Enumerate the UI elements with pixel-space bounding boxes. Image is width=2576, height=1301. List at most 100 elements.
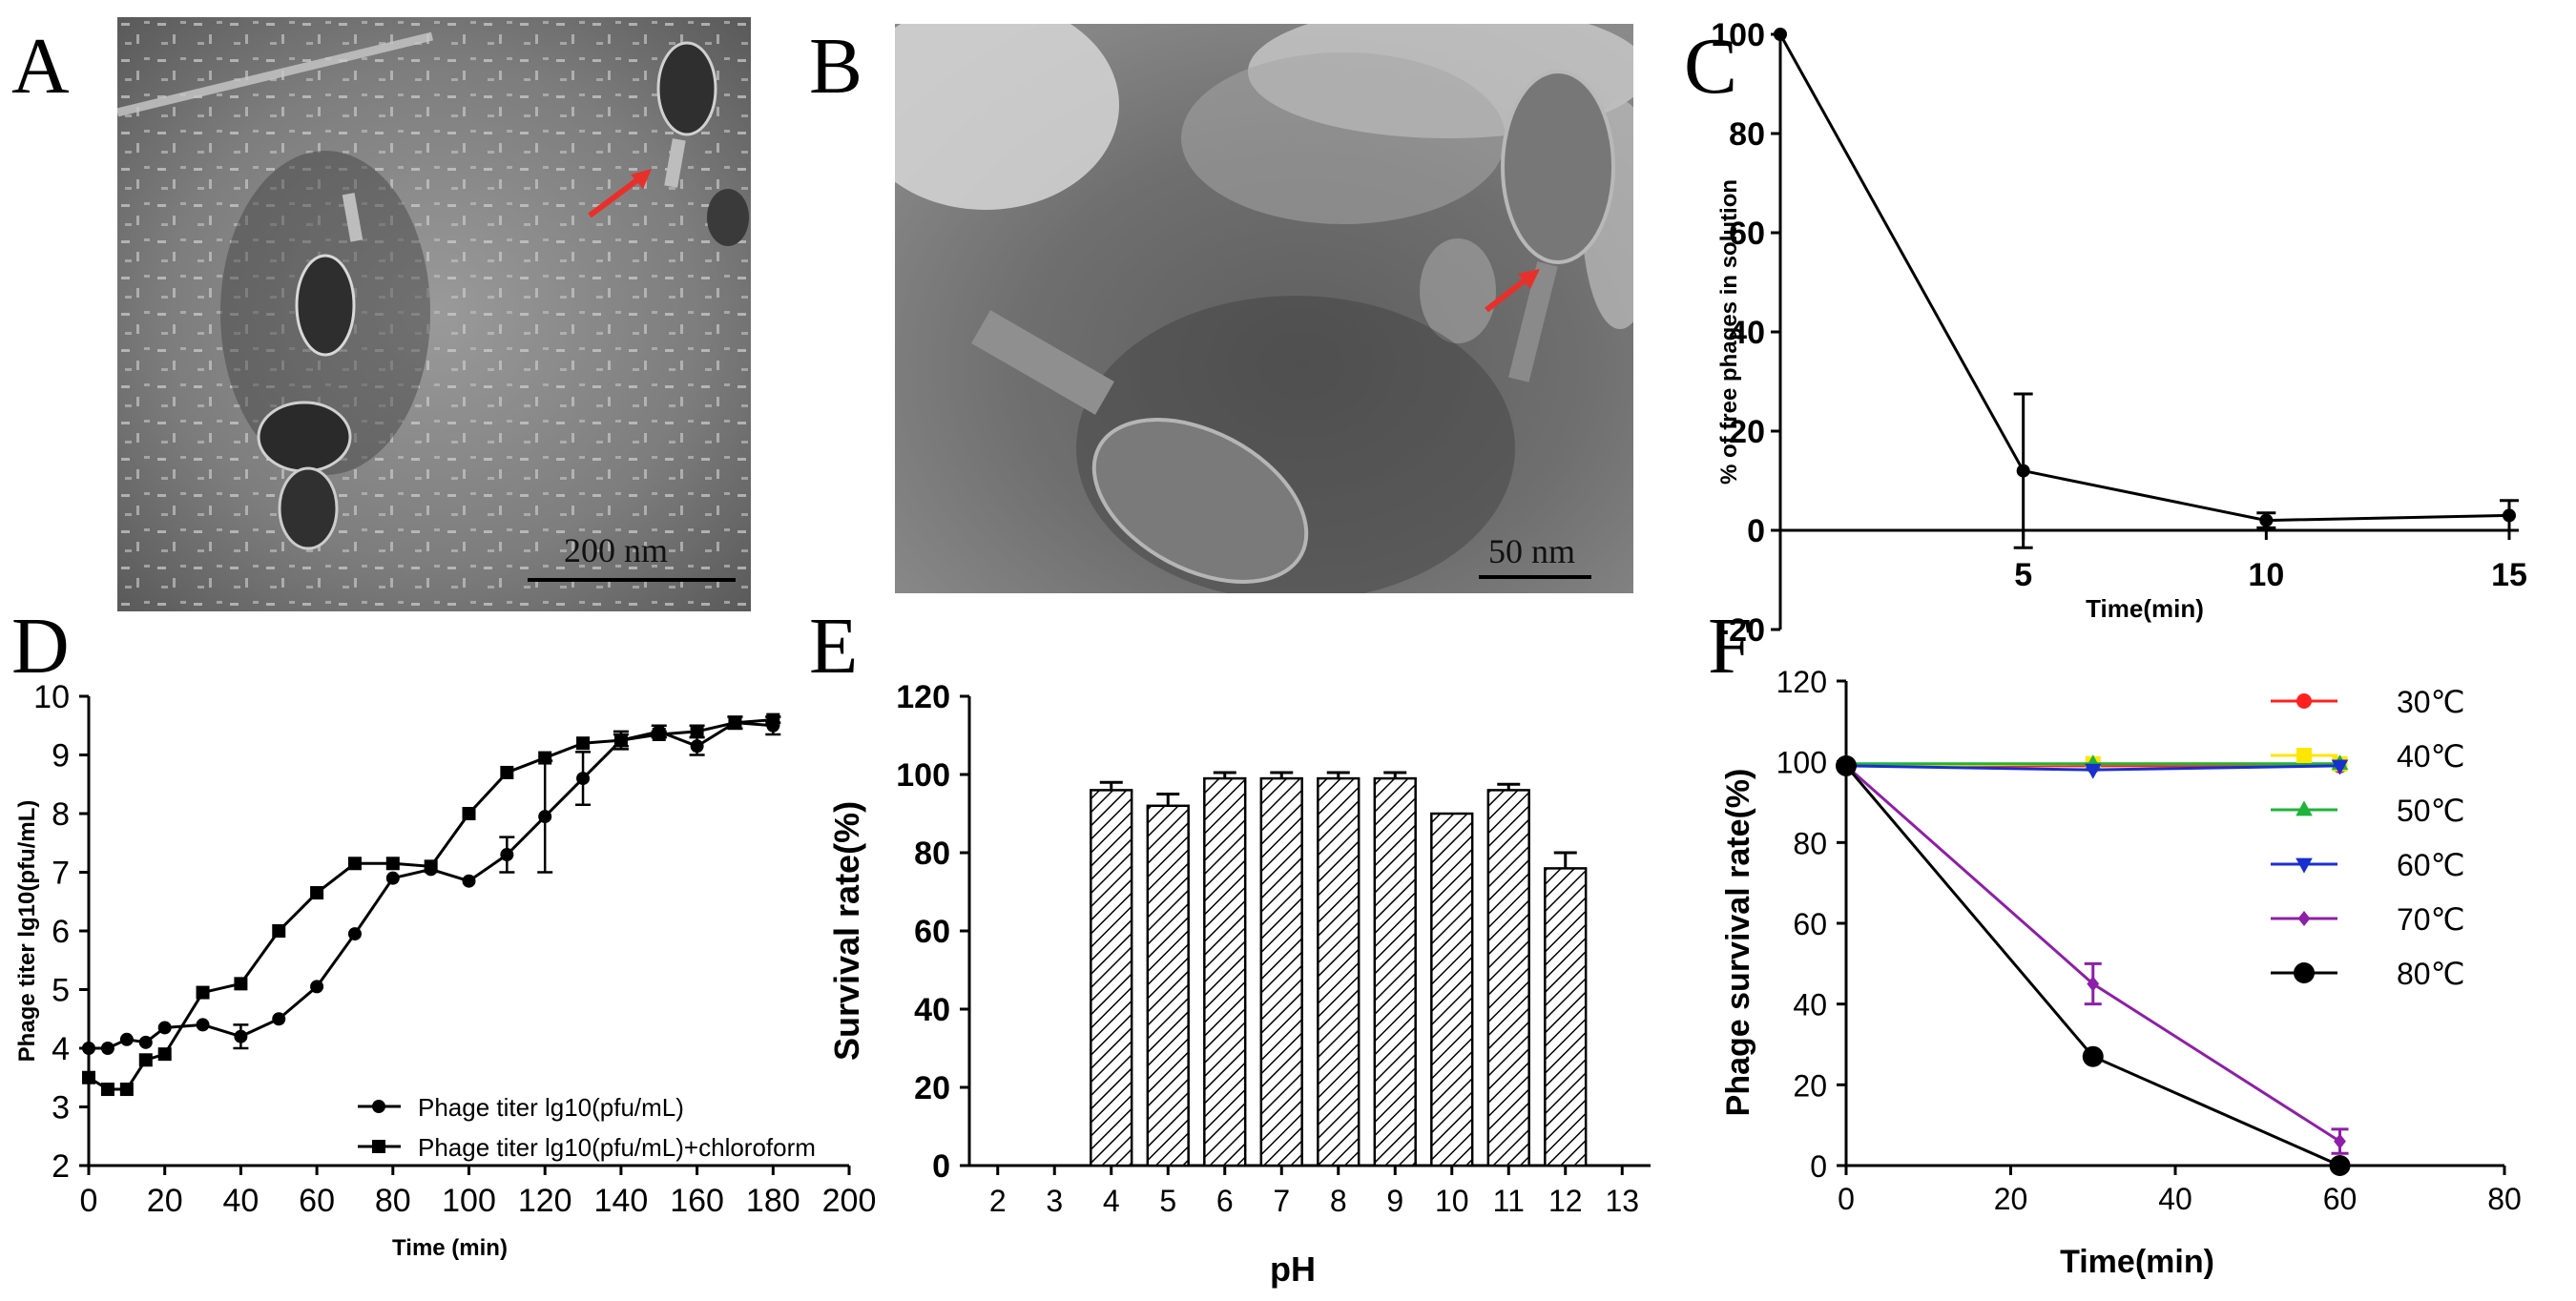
chart-d-point bbox=[196, 985, 210, 1000]
chart-f-y-tick-label: 20 bbox=[1793, 1068, 1827, 1103]
scale-bar-a-label: 200 nm bbox=[564, 531, 669, 569]
chart-c-y-tick-label: 80 bbox=[1729, 116, 1765, 153]
chart-e-y-tick-label: 120 bbox=[896, 679, 950, 715]
chart-d-x-tick-label: 80 bbox=[375, 1183, 411, 1219]
chart-c-x-label: Time(min) bbox=[2086, 594, 2204, 623]
chart-f-legend-label: 40℃ bbox=[2397, 739, 2465, 774]
chart-c-x-tick-label: 15 bbox=[2491, 557, 2527, 593]
chart-e-y-tick-label: 80 bbox=[914, 836, 950, 872]
chart-c-point bbox=[1774, 28, 1787, 41]
chart-d-point bbox=[385, 857, 400, 871]
chart-c-point bbox=[2259, 513, 2274, 527]
chart-c-x-tick-label: 5 bbox=[2014, 557, 2032, 593]
chart-c-point bbox=[2016, 464, 2030, 478]
chart-d-point bbox=[272, 924, 286, 938]
panel-letter-f: F bbox=[1708, 602, 1753, 691]
chart-f-y-tick-label: 120 bbox=[1776, 665, 1827, 699]
chart-f-y-tick-label: 80 bbox=[1793, 826, 1827, 860]
chart-d-series-line bbox=[89, 721, 774, 1050]
chart-f-y-tick-label: 40 bbox=[1793, 988, 1827, 1022]
chart-f-x-tick-label: 40 bbox=[2158, 1182, 2192, 1216]
chart-d-series-line bbox=[88, 718, 774, 1091]
chart-d-x-tick-label: 60 bbox=[299, 1183, 335, 1219]
chart-d-point bbox=[119, 1032, 134, 1046]
chart-d-legend-label: Phage titer lg10(pfu/mL) bbox=[418, 1093, 684, 1122]
chart-d-legend-marker bbox=[372, 1100, 385, 1113]
chart-d-y-tick-label: 6 bbox=[52, 914, 70, 950]
panel-letter-c: C bbox=[1684, 22, 1738, 111]
chart-d-y-tick-label: 8 bbox=[52, 796, 70, 833]
chart-d-point bbox=[310, 886, 324, 900]
chart-d-point bbox=[82, 1070, 95, 1084]
chart-d-point bbox=[728, 715, 742, 730]
chart-d-point bbox=[500, 848, 514, 862]
chart-e-bar bbox=[1203, 776, 1247, 1167]
chart-c-y-tick-label: 60 bbox=[1729, 216, 1765, 252]
chart-f-legend-marker bbox=[2294, 962, 2315, 983]
chart-e-bar bbox=[1430, 812, 1474, 1167]
chart-f-point bbox=[2329, 1155, 2351, 1176]
chart-d-point bbox=[272, 1012, 286, 1026]
chart-e-x-tick-label: 9 bbox=[1386, 1184, 1403, 1218]
chart-e-y-tick-label: 100 bbox=[896, 757, 950, 794]
chart-d-point bbox=[138, 1035, 153, 1049]
chart-e-x-tick-label: 12 bbox=[1548, 1184, 1583, 1218]
chart-d-point bbox=[157, 1047, 172, 1062]
chart-d-point bbox=[385, 871, 400, 885]
chart-f-legend-label: 60℃ bbox=[2397, 848, 2465, 882]
chart-c-y-tick-label: 40 bbox=[1729, 315, 1765, 351]
chart-e-bar bbox=[1544, 867, 1588, 1167]
chart-d-point bbox=[347, 927, 362, 941]
chart-f-x-tick-label: 0 bbox=[1838, 1182, 1855, 1216]
scale-bar-a bbox=[528, 578, 736, 582]
chart-c-y-tick-label: 0 bbox=[1747, 513, 1765, 549]
chart-f-legend-label: 70℃ bbox=[2397, 902, 2465, 937]
chart-e-x-tick-label: 5 bbox=[1159, 1184, 1176, 1218]
chart-d-x-tick-label: 100 bbox=[442, 1183, 496, 1219]
scale-bar-b bbox=[1479, 575, 1591, 579]
chart-e-x-tick-label: 4 bbox=[1103, 1184, 1120, 1218]
chart-f-point bbox=[2084, 763, 2102, 779]
chart-f-y-tick-label: 60 bbox=[1793, 907, 1827, 941]
chart-d-point bbox=[613, 733, 628, 748]
chart-d-point bbox=[196, 1018, 210, 1032]
chart-f-y-tick-label: 0 bbox=[1810, 1149, 1827, 1184]
chart-d-legend-marker bbox=[372, 1140, 385, 1153]
chart-f-legend-label: 50℃ bbox=[2397, 794, 2465, 828]
chart-f-legend-marker bbox=[2297, 911, 2311, 926]
chart-d-point bbox=[538, 751, 552, 765]
chart-d-x-tick-label: 160 bbox=[670, 1183, 724, 1219]
chart-d-x-tick-label: 20 bbox=[147, 1183, 183, 1219]
chart-d-x-tick-label: 40 bbox=[222, 1183, 259, 1219]
chart-c-series-line bbox=[1778, 33, 2510, 523]
chart-d-y-tick-label: 3 bbox=[52, 1090, 70, 1126]
chart-f-point bbox=[2082, 1045, 2104, 1067]
chart-d-point bbox=[424, 859, 438, 874]
chart-f-point bbox=[2334, 1133, 2346, 1149]
chart-e-y-tick-label: 20 bbox=[914, 1070, 950, 1106]
chart-e-x-tick-label: 13 bbox=[1605, 1184, 1639, 1218]
chart-f-legend-label: 80℃ bbox=[2397, 957, 2465, 991]
chart-f-x-tick-label: 60 bbox=[2323, 1182, 2358, 1216]
chart-d-y-tick-label: 9 bbox=[52, 738, 70, 774]
chart-d-x-tick-label: 200 bbox=[822, 1183, 877, 1219]
chart-e-x-tick-label: 11 bbox=[1493, 1184, 1525, 1218]
chart-d-point bbox=[138, 1053, 153, 1067]
chart-e-y-tick-label: 0 bbox=[932, 1148, 950, 1185]
chart-f-x-tick-label: 20 bbox=[1994, 1182, 2028, 1216]
chart-d-point bbox=[234, 1029, 248, 1043]
chart-f-point bbox=[1836, 754, 1857, 776]
chart-c: -20 0 20 40 60 80 100 5 10 15 Time(min) % of free p… bbox=[1711, 17, 2527, 649]
chart-d-y-tick-label: 4 bbox=[52, 1031, 70, 1067]
chart-d-x-label: Time (min) bbox=[392, 1235, 508, 1261]
chart-f-legend-marker bbox=[2296, 857, 2313, 874]
micrograph-b-image bbox=[895, 24, 1633, 593]
chart-f-x-tick-label: 80 bbox=[2487, 1182, 2522, 1216]
chart-d-y-tick-label: 2 bbox=[52, 1148, 70, 1185]
chart-d-y-tick-label: 10 bbox=[33, 679, 70, 715]
chart-e-x-label: pH bbox=[1270, 1249, 1316, 1289]
panel-letter-b: B bbox=[809, 22, 863, 111]
chart-f-y-label: Phage survival rate(%) bbox=[1720, 769, 1756, 1117]
chart-e-x-tick-label: 8 bbox=[1330, 1184, 1347, 1218]
